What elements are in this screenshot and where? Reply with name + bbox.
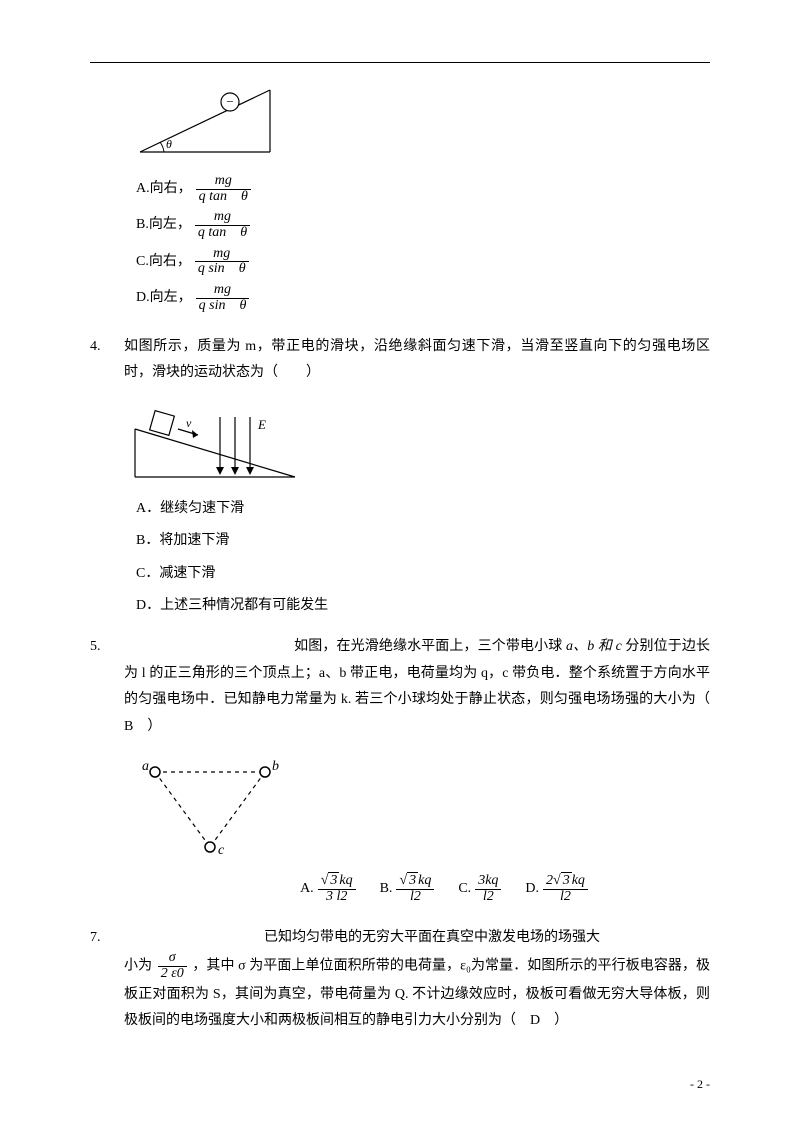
q5-option-b: B. 3kq l2 (380, 874, 437, 904)
q4-number: 4. (90, 334, 124, 387)
q4-option-c: C．减速下滑 (90, 561, 710, 588)
q3-option-d: D.向左， mg q sin θ (136, 283, 396, 313)
q3-a-frac: mg q tan θ (196, 174, 251, 204)
q3-options: A.向右， mg q tan θ B.向左， mg q tan θ C.向右， … (90, 174, 710, 320)
question-3-continued: − θ A.向右， mg q tan θ B.向左， mg q tan θ C.… (90, 82, 710, 320)
svg-text:v: v (186, 416, 192, 430)
q5-text: 如图，在光滑绝缘水平面上，三个带电小球 a、b 和 c 分别位于边长为 l 的正… (124, 634, 710, 740)
question-7: 7. 已知均匀带电的无穷大平面在真空中激发电场的场强大 小为 σ 2 ε0 ，其… (90, 925, 710, 1035)
q3-option-b: B.向左， mg q tan θ (136, 210, 396, 240)
svg-text:a: a (142, 759, 149, 774)
q3-option-a: A.向右， mg q tan θ (136, 174, 396, 204)
svg-text:c: c (218, 843, 225, 858)
q5-option-c: C. 3kq l2 (458, 874, 503, 904)
q7-lead: 已知均匀带电的无穷大平面在真空中激发电场的场强大 (124, 925, 710, 952)
page-footer: - 2 - (690, 1073, 710, 1096)
q4-option-d: D．上述三种情况都有可能发生 (90, 593, 710, 620)
q3-figure: − θ (130, 82, 710, 162)
q5-option-a: A. 3kq 3 l2 (300, 874, 358, 904)
q4-option-b: B．将加速下滑 (90, 528, 710, 555)
q7-cont: 小为 σ 2 ε0 ，其中 σ 为平面上单位面积所带的电荷量，ε₀为常量．如图所… (90, 951, 710, 1035)
q3-b-frac: mg q tan θ (195, 210, 250, 240)
q3-c-frac: mg q sin θ (195, 247, 249, 277)
q3-theta: θ (166, 137, 172, 151)
top-rule (90, 62, 710, 63)
q5-options: A. 3kq 3 l2 B. 3kq l2 C. 3kq l2 D. (190, 874, 710, 910)
q4-text: 如图所示，质量为 m，带正电的滑块，沿绝缘斜面匀速下滑，当滑至竖直向下的匀强电场… (124, 334, 710, 387)
q7-frac: σ 2 ε0 (158, 951, 187, 981)
q3-b-prefix: B.向左， (136, 212, 191, 239)
q3-c-prefix: C.向右， (136, 249, 191, 276)
question-5: 5. 如图，在光滑绝缘水平面上，三个带电小球 a、b 和 c 分别位于边长为 l… (90, 634, 710, 911)
q7-number: 7. (90, 925, 124, 952)
q3-option-c: C.向右， mg q sin θ (136, 247, 396, 277)
q4-figure: v E (130, 399, 710, 484)
q4-option-a: A．继续匀速下滑 (90, 496, 710, 523)
q3-d-prefix: D.向左， (136, 285, 192, 312)
svg-text:b: b (272, 759, 279, 774)
question-4: 4. 如图所示，质量为 m，带正电的滑块，沿绝缘斜面匀速下滑，当滑至竖直向下的匀… (90, 334, 710, 621)
svg-text:E: E (257, 417, 266, 432)
q5-figure: a b c (130, 752, 710, 862)
q3-a-prefix: A.向右， (136, 176, 192, 203)
q5-number: 5. (90, 634, 124, 740)
q3-charge-label: − (226, 94, 233, 109)
q3-d-frac: mg q sin θ (196, 283, 250, 313)
q5-option-d: D. 23kq l2 (525, 874, 590, 904)
